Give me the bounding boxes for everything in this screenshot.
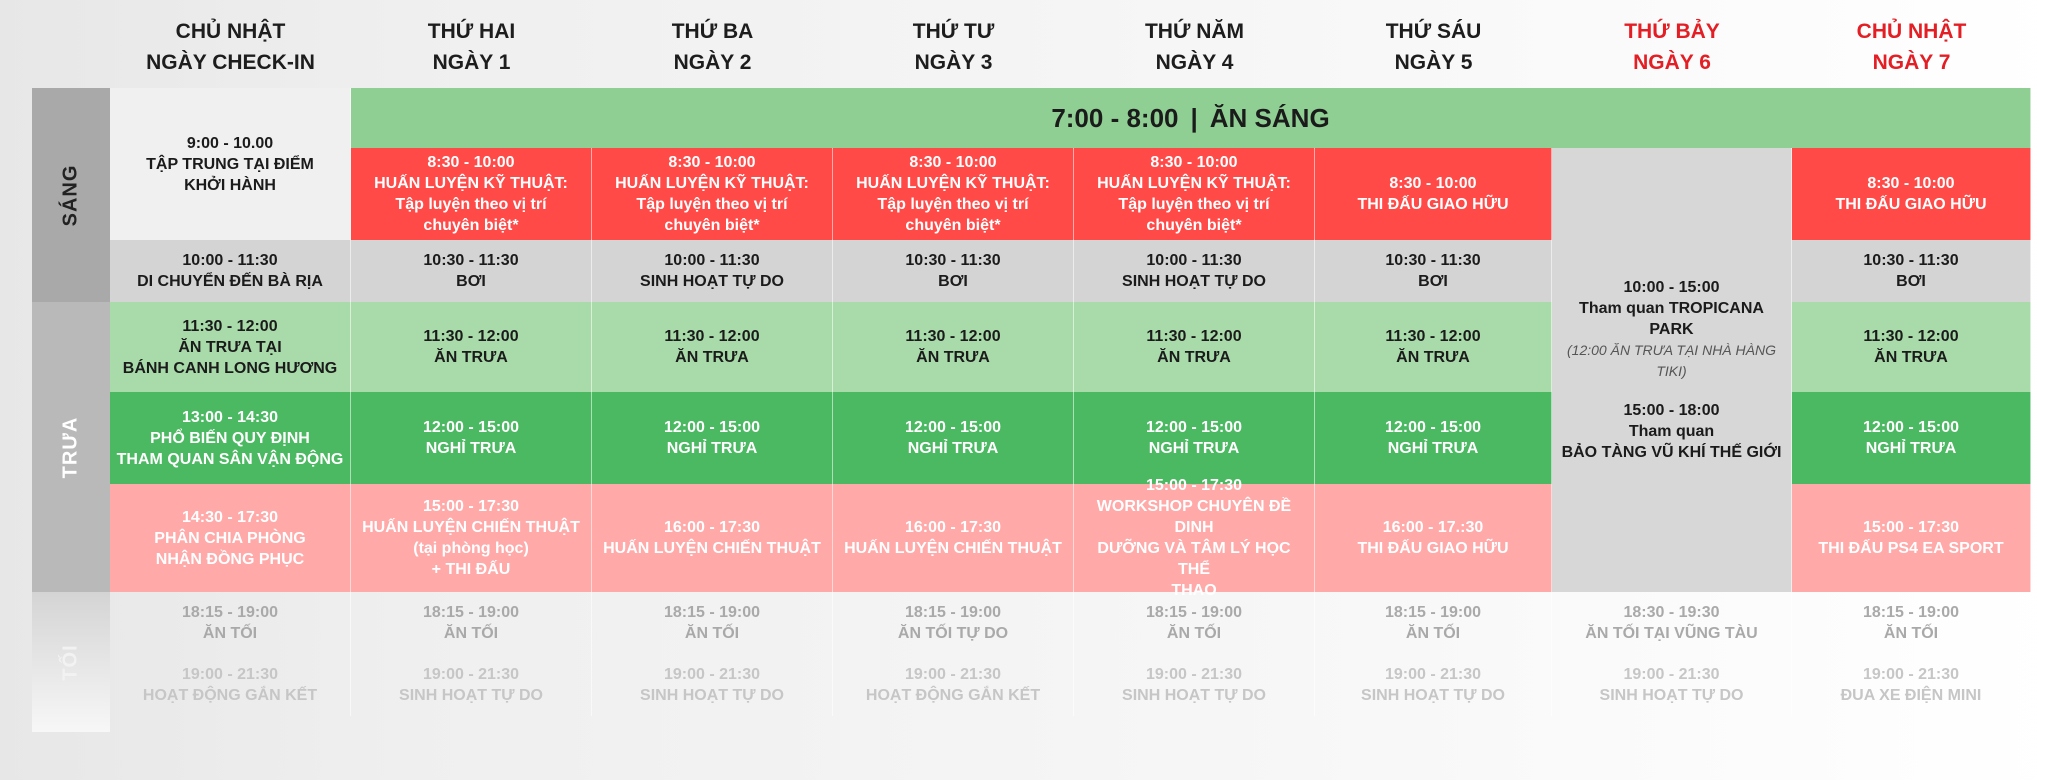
header-day-label: NGÀY CHECK-IN [146, 51, 315, 74]
section-sang: SÁNG [32, 88, 110, 302]
day6-excursion: 10:00 - 15:00 Tham quan TROPICANA PARK (… [1552, 148, 1792, 592]
midmorning-cell: 10:30 - 11:30 BƠI [833, 240, 1074, 302]
breakfast-text: ĂN SÁNG [1209, 102, 1330, 133]
evening-cell: 19:00 - 21:30 HOẠT ĐỘNG GẮN KẾT [110, 654, 351, 716]
checkin-morning: 9:00 - 10.00 TẬP TRUNG TẠI ĐIỂM KHỞI HÀN… [110, 88, 351, 240]
dinner-cell: 18:15 - 19:00 ĂN TỐI [1792, 592, 2031, 654]
rest-cell: 12:00 - 15:00 NGHỈ TRƯA [1315, 392, 1552, 484]
lunch-cell: 11:30 - 12:00 ĂN TRƯA [351, 302, 592, 392]
dinner-cell: 18:30 - 19:30 ĂN TỐI TẠI VŨNG TÀU [1552, 592, 1792, 654]
evening-cell: 19:00 - 21:30 SINH HOẠT TỰ DO [592, 654, 833, 716]
lunch-cell: 11:30 - 12:00 ĂN TRƯA [592, 302, 833, 392]
lunch-cell: 11:30 - 12:00 ĂN TRƯA [833, 302, 1074, 392]
section-toi-label: TỐI [59, 643, 82, 681]
training-cell: 8:30 - 10:00 HUẤN LUYỆN KỸ THUẬT: Tập luyệ… [1074, 148, 1315, 240]
header-day: THỨ NĂM [1144, 20, 1245, 43]
dinner-cell: 18:15 - 19:00 ĂN TỐI TỰ DO [833, 592, 1074, 654]
dinner-cell: 18:15 - 19:00 ĂN TỐI [1315, 592, 1552, 654]
midmorning-cell: 10:30 - 11:30 BƠI [1315, 240, 1552, 302]
checkin-lunch: 11:30 - 12:00 ĂN TRƯA TẠI BÁNH CANH LONG… [110, 302, 351, 392]
header-day-label: NGÀY 1 [432, 51, 511, 74]
header-col-6: THỨ BẢY NGÀY 6 [1552, 14, 1792, 80]
evening-cell: 19:00 - 21:30 SINH HOẠT TỰ DO [351, 654, 592, 716]
dinner-cell: 18:15 - 19:00 ĂN TỐI [110, 592, 351, 654]
day7-rest-cell: 12:00 - 15:00 NGHỈ TRƯA [1792, 392, 2031, 484]
lunch-cell: 11:30 - 12:00 ĂN TRƯA [1315, 302, 1552, 392]
checkin-rooms: 14:30 - 17:30 PHÂN CHIA PHÒNG NHẬN ĐỒNG … [110, 484, 351, 592]
afternoon-cell: 16:00 - 17:30 HUẤN LUYỆN CHIẾN THUẬT [592, 484, 833, 592]
day6-note: (12:00 ĂN TRƯA TẠI NHÀ HÀNG TIKI) [1567, 342, 1776, 379]
header-col-2: THỨ BA NGÀY 2 [592, 14, 833, 80]
rest-cell: 12:00 - 15:00 NGHỈ TRƯA [833, 392, 1074, 484]
header-day-label: NGÀY 6 [1633, 51, 1711, 74]
rest-cell: 12:00 - 15:00 NGHỈ TRƯA [1074, 392, 1315, 484]
evening-cell: 19:00 - 21:30 HOẠT ĐỘNG GẮN KẾT [833, 654, 1074, 716]
header-col-3: THỨ TƯ NGÀY 3 [833, 14, 1074, 80]
header-day: THỨ SÁU [1385, 20, 1482, 43]
training-cell: 8:30 - 10:00 HUẤN LUYỆN KỸ THUẬT: Tập luyệ… [833, 148, 1074, 240]
header-col-7: CHỦ NHẬT NGÀY 7 [1792, 14, 2031, 80]
training-cell: 8:30 - 10:00 HUẤN LUYỆN KỸ THUẬT: Tập luyệ… [351, 148, 592, 240]
dinner-cell: 18:15 - 19:00 ĂN TỐI [351, 592, 592, 654]
dinner-cell: 18:15 - 19:00 ĂN TỐI [592, 592, 833, 654]
section-toi: TỐI [32, 592, 110, 732]
day7-morning-cell: 8:30 - 10:00 THI ĐẤU GIAO HỮU [1792, 148, 2031, 240]
header-day: THỨ HAI [427, 20, 516, 43]
header-day: THỨ TƯ [912, 20, 995, 43]
checkin-move: 10:00 - 11:30 DI CHUYỂN ĐẾN BÀ RỊA [110, 240, 351, 302]
day7-afternoon-cell: 15:00 - 17:30 THI ĐẤU PS4 EA SPORT [1792, 484, 2031, 592]
header-col-1: THỨ HAI NGÀY 1 [351, 14, 592, 80]
header-day-label: NGÀY 7 [1872, 51, 1951, 74]
day7-lunch-cell: 11:30 - 12:00 ĂN TRƯA [1792, 302, 2031, 392]
section-trua: TRƯA [32, 302, 110, 592]
midmorning-cell: 10:00 - 11:30 SINH HOẠT TỰ DO [592, 240, 833, 302]
rest-cell: 12:00 - 15:00 NGHỈ TRƯA [351, 392, 592, 484]
breakfast-sep: | [1190, 102, 1198, 133]
evening-cell: 19:00 - 21:30 SINH HOẠT TỰ DO [1074, 654, 1315, 716]
training-cell: 8:30 - 10:00 THI ĐẤU GIAO HỮU [1315, 148, 1552, 240]
evening-cell: 19:00 - 21:30 SINH HOẠT TỰ DO [1315, 654, 1552, 716]
header-day: THỨ BA [671, 20, 754, 43]
afternoon-cell: 15:00 - 17:30 WORKSHOP CHUYÊN ĐỀ DINH DƯỠN… [1074, 477, 1315, 599]
breakfast-time: 7:00 - 8:00 [1051, 102, 1179, 133]
rest-cell: 12:00 - 15:00 NGHỈ TRƯA [592, 392, 833, 484]
header-day: CHỦ NHẬT [1856, 20, 1967, 43]
header-day-label: NGÀY 5 [1394, 51, 1473, 74]
section-sang-label: SÁNG [59, 164, 82, 226]
training-cell: 8:30 - 10:00 HUẤN LUYỆN KỸ THUẬT: Tập luyệ… [592, 148, 833, 240]
header-day: THỨ BẢY [1624, 20, 1720, 43]
evening-cell: 19:00 - 21:30 ĐUA XE ĐIỆN MINI [1792, 654, 2031, 716]
header-col-0: CHỦ NHẬT NGÀY CHECK-IN [110, 14, 351, 80]
afternoon-cell: 16:00 - 17.:30 THI ĐẤU GIAO HỮU [1315, 484, 1552, 592]
header-day-label: NGÀY 4 [1155, 51, 1234, 74]
header-day: CHỦ NHẬT [175, 20, 286, 43]
breakfast-banner: 7:00 - 8:00 | ĂN SÁNG [351, 88, 2031, 148]
day7-midmorning-cell: 10:30 - 11:30 BƠI [1792, 240, 2031, 302]
lunch-cell: 11:30 - 12:00 ĂN TRƯA [1074, 302, 1315, 392]
header-day-label: NGÀY 3 [914, 51, 993, 74]
section-trua-label: TRƯA [59, 416, 82, 478]
header-col-5: THỨ SÁU NGÀY 5 [1315, 14, 1552, 80]
midmorning-cell: 10:30 - 11:30 BƠI [351, 240, 592, 302]
checkin-rules: 13:00 - 14:30 PHỔ BIẾN QUY ĐỊNH THAM QUA… [110, 392, 351, 484]
evening-cell: 19:00 - 21:30 SINH HOẠT TỰ DO [1552, 654, 1792, 716]
midmorning-cell: 10:00 - 11:30 SINH HOẠT TỰ DO [1074, 240, 1315, 302]
afternoon-cell: 15:00 - 17:30 HUẤN LUYỆN CHIẾN THUẬT (tại … [351, 484, 592, 592]
afternoon-cell: 16:00 - 17:30 HUẤN LUYỆN CHIẾN THUẬT [833, 484, 1074, 592]
header-day-label: NGÀY 2 [673, 51, 752, 74]
header-col-4: THỨ NĂM NGÀY 4 [1074, 14, 1315, 80]
dinner-cell: 18:15 - 19:00 ĂN TỐI [1074, 592, 1315, 654]
